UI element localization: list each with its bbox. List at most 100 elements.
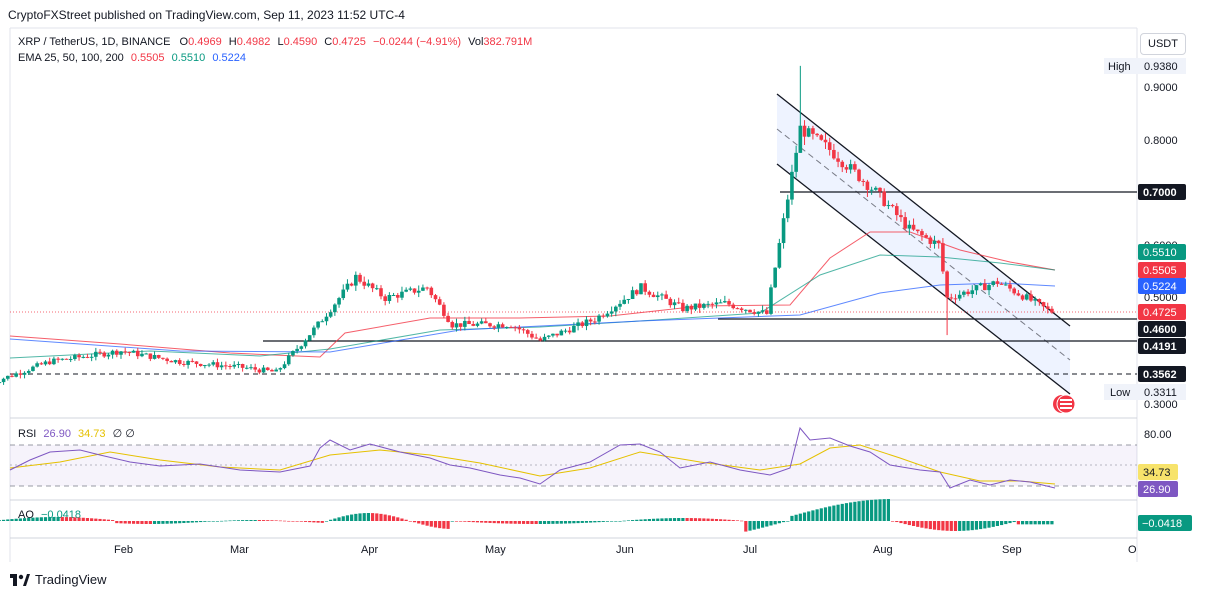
candle-body[interactable] (1033, 299, 1037, 301)
candle-body[interactable] (840, 161, 845, 168)
candle-body[interactable] (454, 323, 459, 328)
ema50-line[interactable] (9, 254, 1056, 359)
candle-body[interactable] (211, 362, 216, 365)
candle-body[interactable] (169, 360, 174, 363)
candle-body[interactable] (354, 274, 358, 286)
candle-body[interactable] (668, 298, 673, 306)
candle-body[interactable] (672, 302, 677, 306)
candle-body[interactable] (328, 312, 333, 317)
candle-body[interactable] (509, 327, 513, 329)
candle-body[interactable] (983, 283, 987, 291)
candle-body[interactable] (593, 321, 597, 323)
candle-body[interactable] (1050, 308, 1054, 313)
candle-body[interactable] (848, 164, 853, 170)
ao-histogram[interactable] (0, 499, 1054, 532)
candle-body[interactable] (785, 199, 790, 219)
candle-body[interactable] (534, 337, 538, 339)
candle-body[interactable] (907, 224, 912, 229)
candle-body[interactable] (660, 294, 664, 296)
candle-body[interactable] (886, 205, 891, 207)
candle-body[interactable] (165, 358, 169, 361)
candle-body[interactable] (597, 315, 601, 322)
candle-body[interactable] (156, 355, 161, 358)
candle-body[interactable] (43, 361, 48, 365)
candle-body[interactable] (77, 355, 81, 358)
candle-body[interactable] (1012, 288, 1016, 294)
candle-body[interactable] (395, 294, 400, 298)
candle-body[interactable] (190, 360, 195, 362)
us-event-flag-icon[interactable] (1053, 394, 1076, 414)
candle-body[interactable] (467, 320, 471, 324)
candle-body[interactable] (52, 358, 56, 365)
candle-body[interactable] (710, 303, 715, 305)
candle-body[interactable] (425, 287, 429, 289)
candle-body[interactable] (47, 361, 52, 365)
candle-body[interactable] (98, 351, 102, 353)
candle-body[interactable] (379, 288, 383, 297)
candle-body[interactable] (232, 364, 237, 367)
candle-body[interactable] (110, 350, 115, 355)
candle-body[interactable] (555, 333, 559, 336)
candle-body[interactable] (760, 310, 765, 312)
candle-body[interactable] (676, 302, 681, 304)
candle-body[interactable] (723, 301, 727, 303)
candle-body[interactable] (928, 237, 933, 244)
candle-body[interactable] (1004, 284, 1008, 286)
candle-body[interactable] (525, 330, 530, 334)
candle-body[interactable] (35, 363, 39, 367)
candle-body[interactable] (576, 322, 580, 326)
candle-body[interactable] (504, 327, 509, 329)
candle-body[interactable] (404, 289, 408, 292)
candle-body[interactable] (387, 294, 392, 301)
candle-body[interactable] (806, 128, 811, 137)
candle-body[interactable] (513, 327, 517, 329)
candle-body[interactable] (836, 158, 840, 162)
candle-body[interactable] (756, 311, 761, 314)
candle-body[interactable] (433, 295, 438, 300)
candle-body[interactable] (844, 167, 849, 170)
candle-body[interactable] (1029, 294, 1033, 301)
candle-body[interactable] (450, 321, 455, 328)
candle-body[interactable] (894, 206, 899, 216)
candle-body[interactable] (173, 360, 178, 363)
candle-body[interactable] (605, 313, 610, 317)
candle-body[interactable] (794, 152, 798, 172)
candle-body[interactable] (400, 291, 404, 298)
candle-body[interactable] (584, 319, 589, 327)
candle-body[interactable] (64, 358, 69, 360)
candle-body[interactable] (626, 299, 631, 301)
candle-body[interactable] (827, 142, 832, 150)
candle-body[interactable] (551, 333, 555, 336)
candle-body[interactable] (127, 352, 132, 354)
candle-body[interactable] (123, 351, 127, 353)
candle-body[interactable] (643, 283, 647, 292)
candle-body[interactable] (416, 290, 421, 293)
candle-body[interactable] (349, 283, 354, 286)
candle-body[interactable] (194, 361, 199, 364)
rsi-ma-line[interactable] (9, 444, 1056, 485)
candle-body[interactable] (697, 303, 702, 308)
candle-body[interactable] (567, 330, 572, 333)
candle-body[interactable] (639, 283, 643, 295)
candle-body[interactable] (119, 351, 123, 355)
candle-body[interactable] (106, 354, 111, 357)
candle-body[interactable] (1045, 306, 1050, 309)
candle-body[interactable] (966, 291, 970, 295)
candle-body[interactable] (936, 240, 941, 244)
candle-body[interactable] (957, 294, 962, 299)
candle-body[interactable] (492, 326, 497, 328)
candle-body[interactable] (941, 243, 945, 272)
candle-body[interactable] (31, 366, 35, 371)
candle-body[interactable] (1024, 294, 1029, 300)
candle-body[interactable] (370, 283, 375, 289)
candle-body[interactable] (303, 340, 308, 347)
candle-body[interactable] (735, 308, 740, 310)
channel-upper-line[interactable] (776, 93, 1071, 327)
candle-body[interactable] (920, 231, 924, 236)
candle-body[interactable] (588, 319, 593, 322)
candle-body[interactable] (748, 309, 752, 313)
candle-body[interactable] (727, 301, 731, 305)
candle-body[interactable] (630, 290, 635, 300)
candle-body[interactable] (1008, 284, 1012, 289)
candle-body[interactable] (609, 311, 614, 314)
